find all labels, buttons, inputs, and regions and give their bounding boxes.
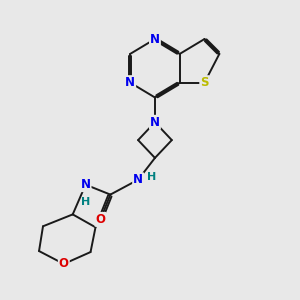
Text: N: N: [81, 178, 91, 191]
Text: N: N: [150, 32, 160, 46]
Text: S: S: [200, 76, 209, 89]
Text: O: O: [59, 257, 69, 270]
Text: N: N: [150, 116, 160, 129]
Text: N: N: [125, 76, 135, 89]
Text: H: H: [147, 172, 157, 182]
Text: N: N: [133, 173, 143, 186]
Text: O: O: [95, 213, 106, 226]
Text: H: H: [81, 196, 90, 206]
